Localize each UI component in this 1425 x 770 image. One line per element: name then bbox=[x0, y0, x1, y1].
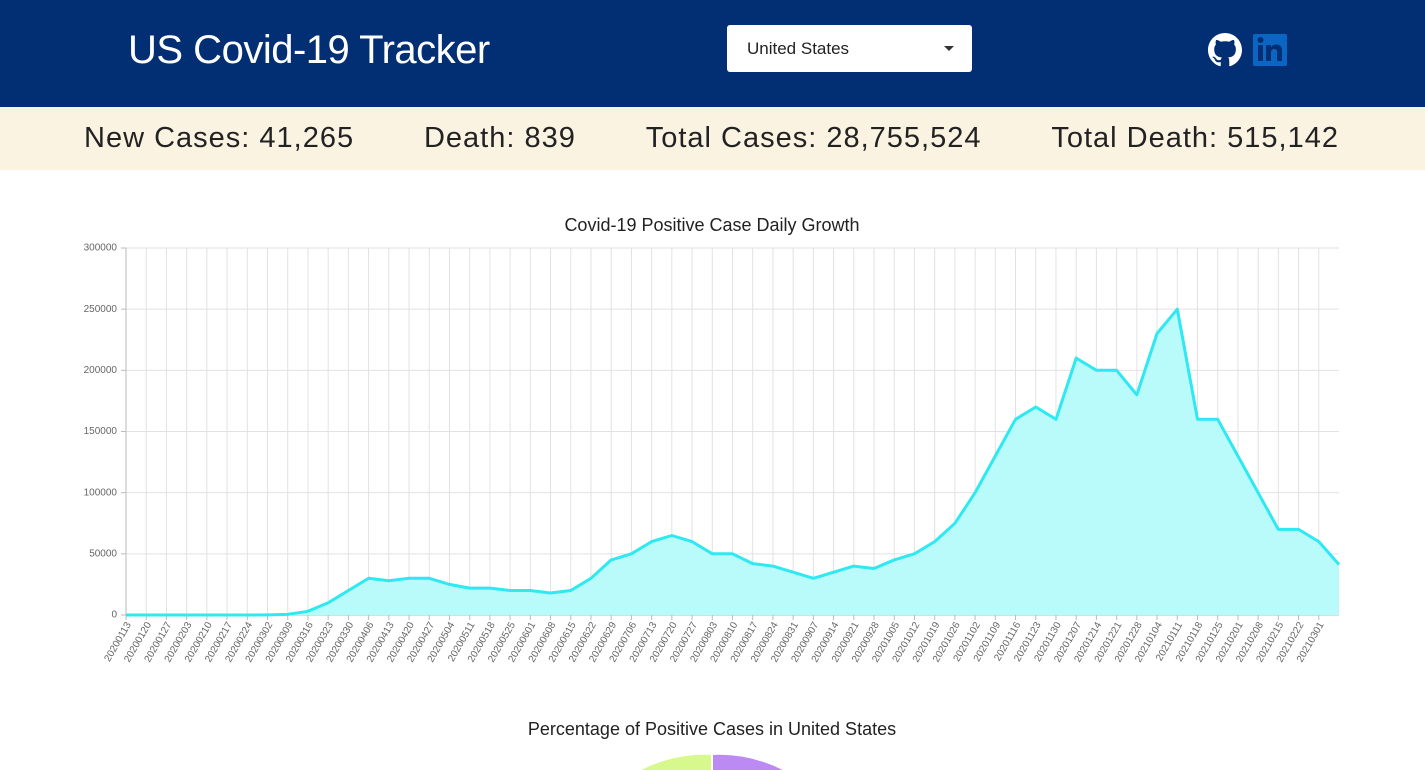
y-tick-label: 200000 bbox=[84, 365, 118, 376]
plot-area: 0500001000001500002000002500003000002020… bbox=[84, 243, 1341, 664]
select-caret[interactable] bbox=[944, 46, 954, 51]
stat: Total Death: 515,142 bbox=[1051, 122, 1339, 155]
chart-title: Covid-19 Positive Case Daily Growth bbox=[564, 215, 859, 235]
area bbox=[126, 309, 1339, 615]
stat-label: Total Death: bbox=[1051, 122, 1219, 154]
stat: Death: 839 bbox=[424, 122, 576, 155]
line bbox=[126, 307, 1341, 617]
select-value[interactable]: United States bbox=[747, 39, 850, 58]
stat-value: 41,265 bbox=[259, 122, 355, 154]
stat-value: 515,142 bbox=[1227, 122, 1339, 154]
stat-label: Death: bbox=[423, 122, 516, 154]
y-tick-label: 250000 bbox=[84, 304, 118, 315]
stat-value: 28,755,524 bbox=[826, 122, 982, 154]
stat: Total Cases: 28,755,524 bbox=[646, 122, 982, 155]
pie-slice bbox=[712, 754, 783, 770]
y-tick-label: 300000 bbox=[84, 243, 118, 254]
header: US Covid-19 Tracker United States bbox=[0, 0, 1425, 107]
stat-label: New Cases: bbox=[84, 122, 251, 154]
y-tick-label: 0 bbox=[111, 610, 117, 621]
github-icon[interactable] bbox=[1208, 33, 1242, 67]
y-tick-label: 150000 bbox=[84, 426, 118, 437]
state-select[interactable]: United States bbox=[727, 25, 972, 72]
app-title: US Covid-19 Tracker bbox=[128, 28, 490, 72]
chart: Covid-19 Positive Case Daily Growth Perc… bbox=[84, 215, 1341, 770]
y-tick-label: 100000 bbox=[84, 487, 118, 498]
pie-title: Percentage of Positive Cases in United S… bbox=[528, 719, 896, 739]
linkedin-icon[interactable] bbox=[1252, 33, 1288, 67]
stat-label: Total Cases: bbox=[645, 122, 818, 154]
y-tick-label: 50000 bbox=[89, 548, 117, 559]
stats-bar: New Cases: 41,265 Death: 839 Total Cases… bbox=[0, 107, 1425, 170]
stat-value: 839 bbox=[524, 122, 576, 154]
pie-slice bbox=[641, 754, 712, 770]
stat: New Cases: 41,265 bbox=[84, 122, 354, 155]
